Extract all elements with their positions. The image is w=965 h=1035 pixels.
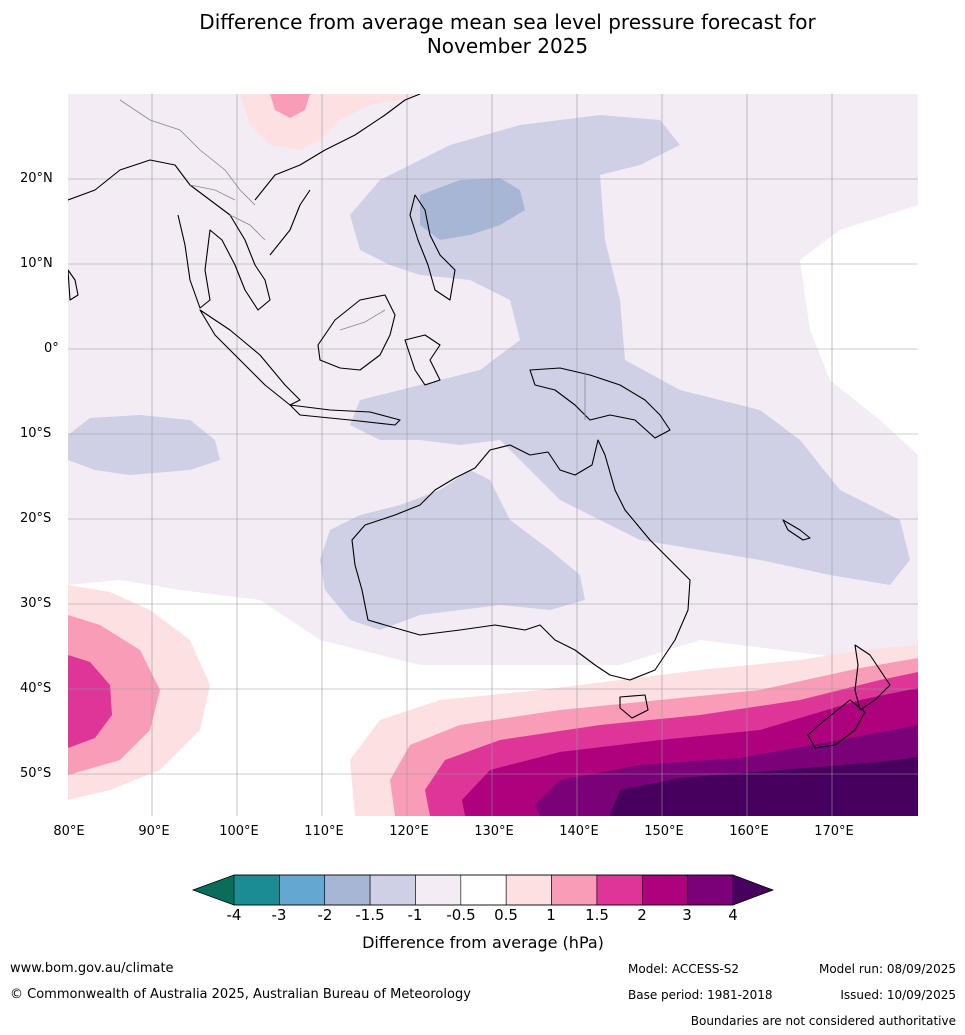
colorbar-cell: [597, 875, 642, 905]
colorbar-label: Difference from average (hPa): [243, 933, 723, 952]
map-svg: [0, 0, 965, 1035]
colorbar-tick: 3: [667, 906, 707, 924]
lon-label-100e: 100°E: [209, 824, 269, 839]
base-period-text: Base period: 1981-2018: [628, 988, 773, 1002]
disclaimer-text: Boundaries are not considered authoritat…: [691, 1014, 956, 1028]
colorbar-tick: -1: [395, 906, 435, 924]
colorbar-cell: [370, 875, 415, 905]
colorbar-tick: -4: [214, 906, 254, 924]
copyright-text: © Commonwealth of Australia 2025, Austra…: [10, 987, 471, 1002]
lat-label-40s: 40°S: [20, 681, 62, 696]
colorbar-tick: 0.5: [486, 906, 526, 924]
lon-label-90e: 90°E: [124, 824, 184, 839]
colorbar-tick: -3: [259, 906, 299, 924]
colorbar-tick: 1.5: [577, 906, 617, 924]
lat-label-30s: 30°S: [20, 596, 62, 611]
lat-label-20n: 20°N: [20, 171, 62, 186]
colorbar-cell: [234, 875, 279, 905]
colorbar-cell: [552, 875, 597, 905]
model-run-text: Model run: 08/09/2025: [819, 962, 956, 976]
colorbar-cell: [415, 875, 460, 905]
colorbar-cell: [279, 875, 324, 905]
lon-label-160e: 160°E: [719, 824, 779, 839]
lon-label-170e: 170°E: [804, 824, 864, 839]
map-plot-area: [68, 94, 918, 816]
colorbar-tick: 2: [622, 906, 662, 924]
website-link[interactable]: www.bom.gov.au/climate: [10, 961, 174, 976]
colorbar: [193, 875, 773, 905]
colorbar-tick: -1.5: [350, 906, 390, 924]
lat-label-20s: 20°S: [20, 511, 62, 526]
lon-label-80e: 80°E: [39, 824, 99, 839]
colorbar-tick: 4: [713, 906, 753, 924]
colorbar-tick: 1: [531, 906, 571, 924]
lon-label-140e: 140°E: [549, 824, 609, 839]
colorbar-tick: -0.5: [441, 906, 481, 924]
colorbar-cell: [461, 875, 506, 905]
lat-label-50s: 50°S: [20, 766, 62, 781]
lon-label-130e: 130°E: [464, 824, 524, 839]
colorbar-tick: -2: [305, 906, 345, 924]
colorbar-cell: [642, 875, 687, 905]
colorbar-cell: [688, 875, 733, 905]
colorbar-cell: [506, 875, 551, 905]
lat-label-0: 0°: [44, 341, 86, 356]
model-text: Model: ACCESS-S2: [628, 962, 739, 976]
lat-label-10n: 10°N: [20, 256, 62, 271]
colorbar-cell: [325, 875, 370, 905]
colorbar-extend-over: [733, 875, 773, 905]
colorbar-extend-under: [193, 875, 234, 905]
lat-label-10s: 10°S: [20, 426, 62, 441]
lon-label-150e: 150°E: [634, 824, 694, 839]
lon-label-110e: 110°E: [294, 824, 354, 839]
issued-text: Issued: 10/09/2025: [840, 988, 956, 1002]
lon-label-120e: 120°E: [379, 824, 439, 839]
colorbar-cells: [234, 875, 733, 905]
